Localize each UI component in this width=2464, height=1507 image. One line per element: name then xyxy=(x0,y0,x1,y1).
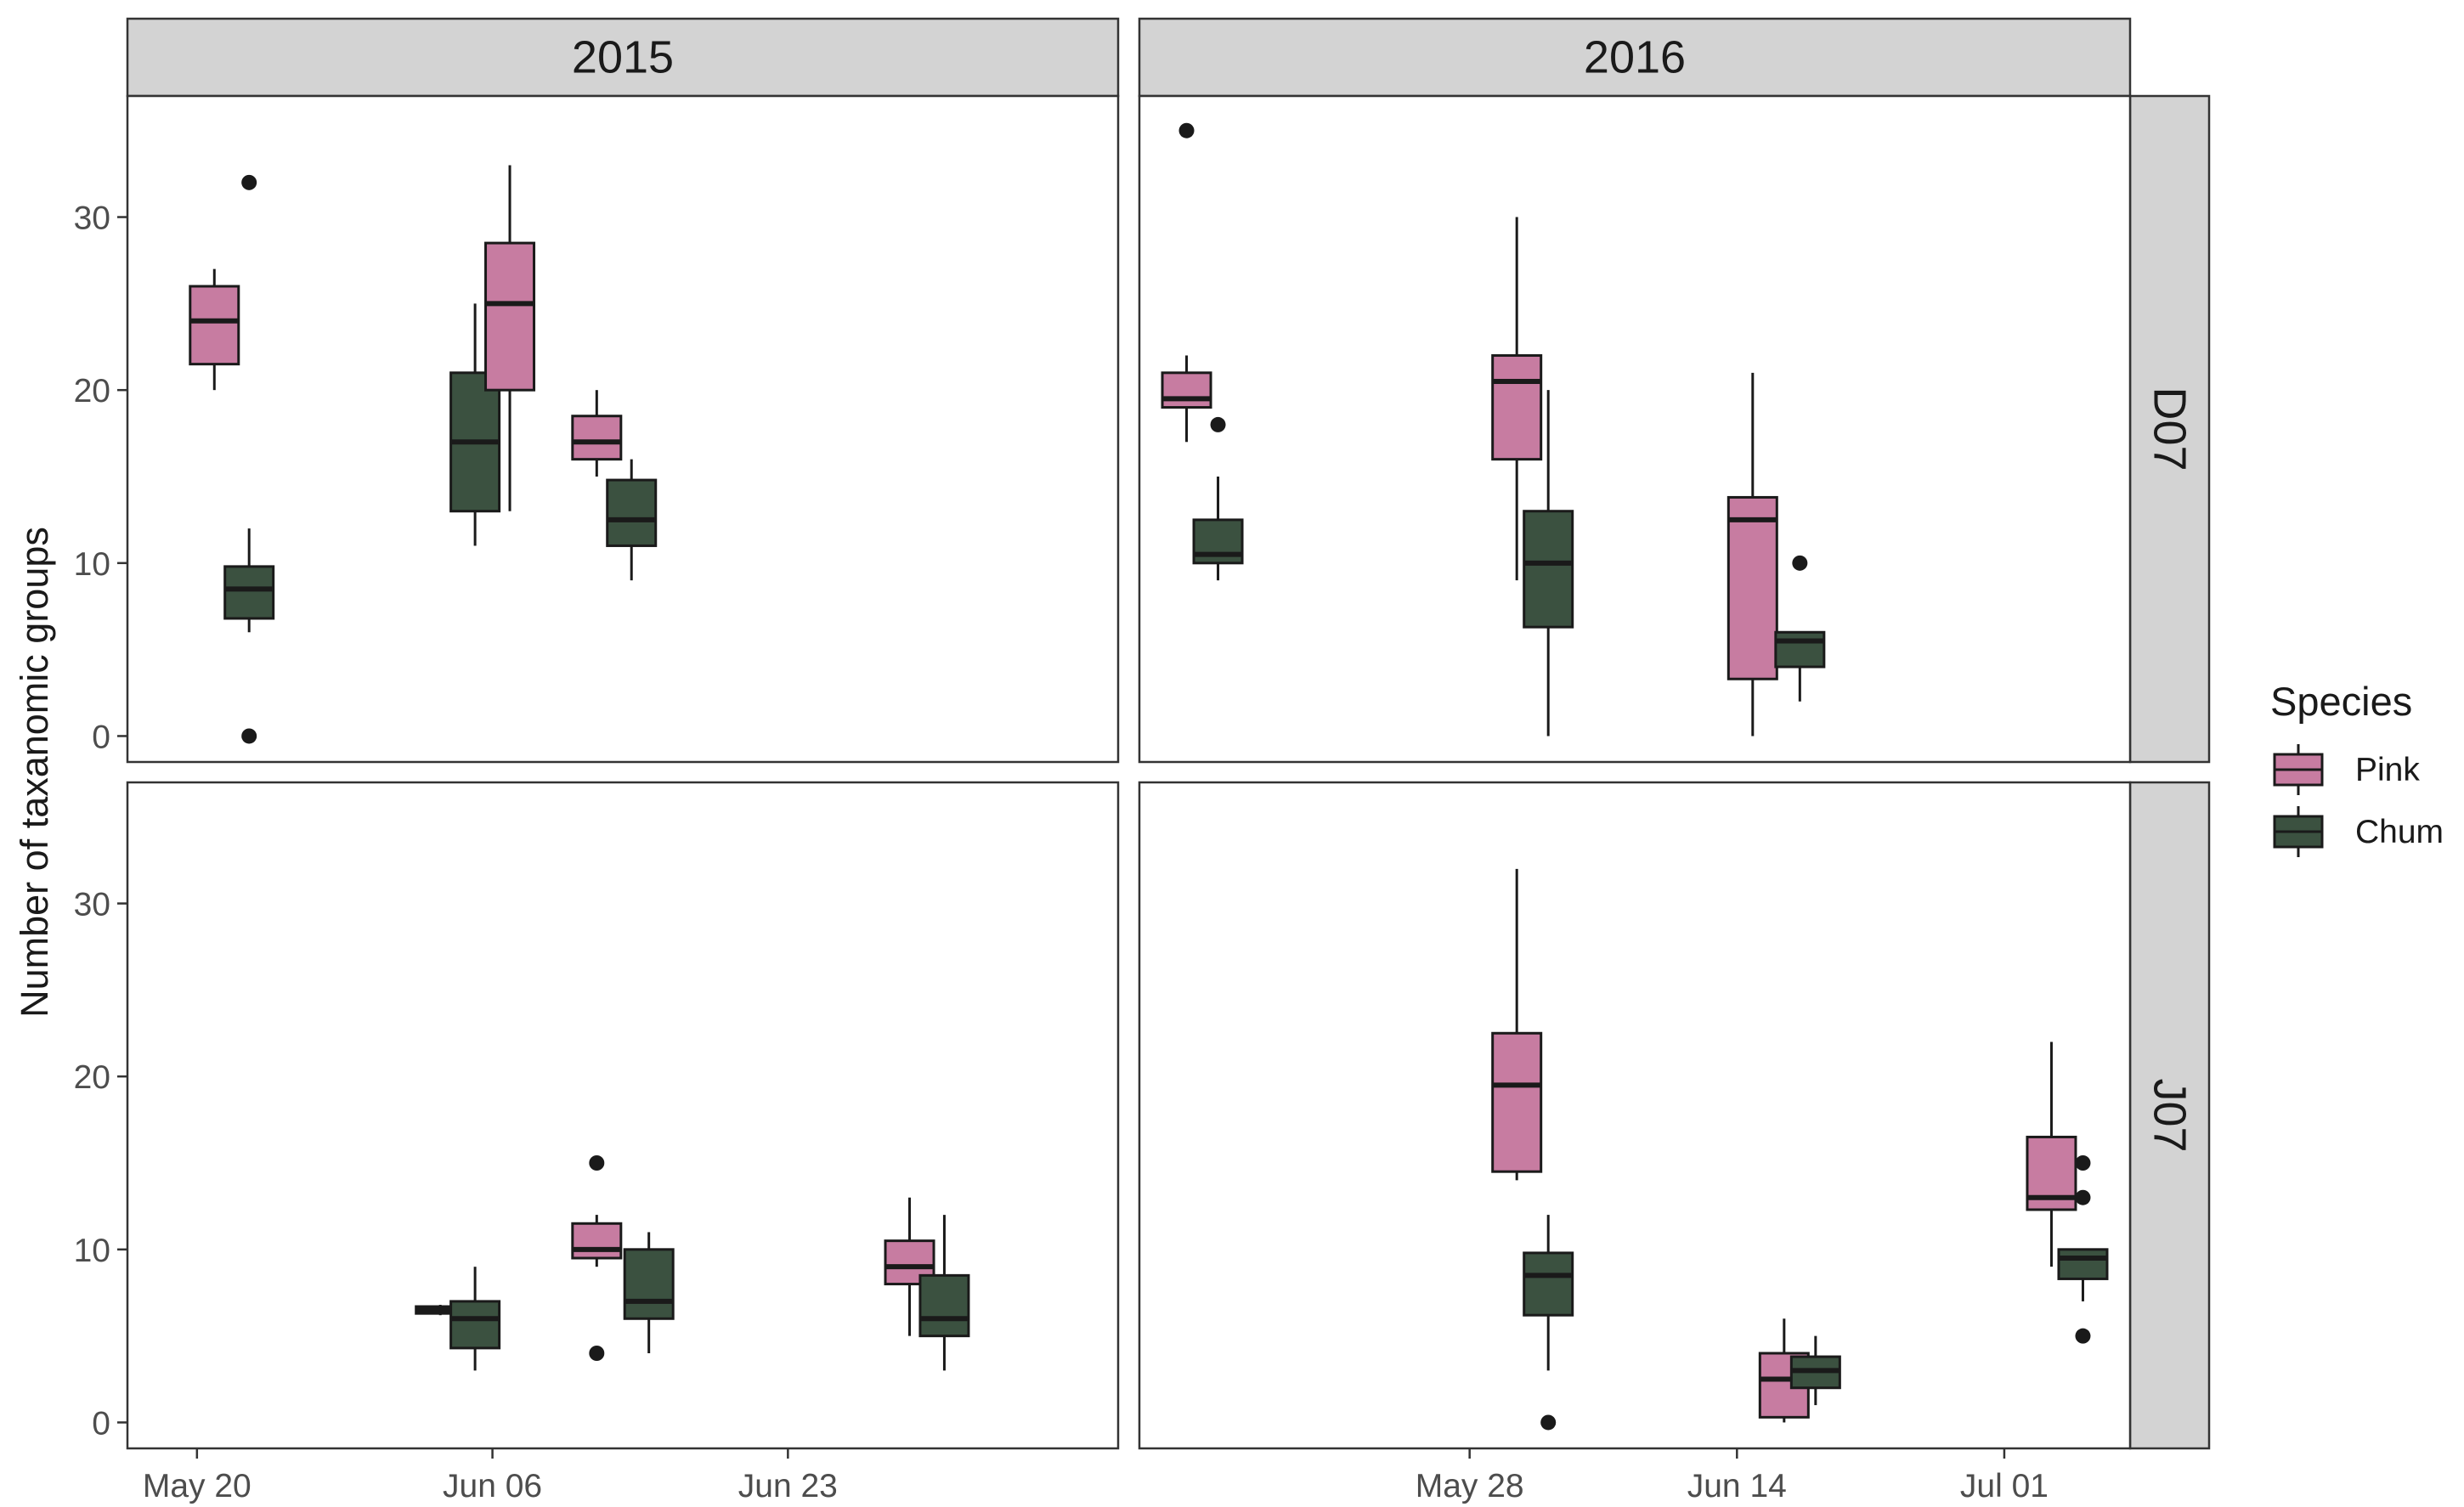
y-tick-label-D07-30: 30 xyxy=(74,200,110,237)
panel-2016-J07-border xyxy=(1138,781,2132,1450)
facet-strip-label-D07: D07 xyxy=(2145,387,2196,471)
panel-2016-J07-box-chum-2016-06-02-iqr-box xyxy=(1523,1251,1574,1317)
facet-strip-2016 xyxy=(1138,17,2132,98)
x-tick-label-2016-05-28: May 28 xyxy=(1416,1468,1524,1504)
panel-2016-D07-box-chum-2016-06-18-outlier-0 xyxy=(1792,555,1808,571)
panel-2015-J07-box-pink-2015-06-12-iqr-box xyxy=(571,1222,623,1260)
y-tick-label-D07-10: 10 xyxy=(74,546,110,583)
panel-2015-J07-box-chum-2015-07-02-iqr-box xyxy=(918,1273,970,1338)
panel-2015-J07-box-chum-2015-06-05-iqr-box xyxy=(449,1300,501,1350)
x-tick-label-2016-06-14: Jun 14 xyxy=(1687,1468,1787,1504)
panel-2015-J07-box-pink-2015-06-12-outlier-0 xyxy=(589,1155,605,1171)
panel-2015-D07-box-chum-2015-06-14-iqr-box xyxy=(606,478,658,547)
panel-2016-D07-box-pink-2016-06-15-iqr-box xyxy=(1726,495,1778,680)
panel-2015-D07-box-pink-2015-05-21-iqr-box xyxy=(189,285,240,366)
panel-2016-D07-box-chum-2016-06-02-iqr-box xyxy=(1523,510,1574,629)
y-tick-label-D07-20: 20 xyxy=(74,373,110,409)
panel-2016-J07-box-chum-2016-07-06-outlier-1 xyxy=(2075,1189,2091,1205)
panel-2016-D07-box-chum-2016-06-18-iqr-box xyxy=(1774,630,1826,669)
panel-2016-D07-box-pink-2016-05-10-iqr-box xyxy=(1161,371,1212,409)
x-tick-label-2015-05-20: May 20 xyxy=(143,1468,251,1504)
panel-2015-D07-box-chum-2015-05-23-outlier-0 xyxy=(241,174,257,190)
panel-2016-J07-background xyxy=(1139,782,2130,1448)
panel-2015-J07-box-pink-2015-06-12-outlier-1 xyxy=(589,1346,605,1361)
y-tick-label-J07-0: 0 xyxy=(92,1405,110,1442)
panel-2016-J07-box-chum-2016-06-02-outlier-0 xyxy=(1540,1414,1557,1431)
y-tick-label-J07-30: 30 xyxy=(74,887,110,923)
panel-2016-D07-background xyxy=(1139,96,2130,762)
panel-2016-J07-box-pink-2016-05-31-iqr-box xyxy=(1491,1031,1543,1173)
panel-2016-J07-box-chum-2016-07-06-outlier-0 xyxy=(2075,1155,2091,1171)
x-tick-label-2015-06-23: Jun 23 xyxy=(738,1468,838,1504)
y-axis-title: Number of taxanomic groups xyxy=(13,527,56,1018)
legend-label-chum: Chum xyxy=(2355,814,2444,850)
y-tick-label-D07-0: 0 xyxy=(92,719,110,755)
panel-2015-J07-box-chum-2015-06-15-iqr-box xyxy=(623,1248,675,1320)
facet-strip-2015 xyxy=(126,17,1120,98)
panel-2016-D07-border xyxy=(1138,94,2132,764)
legend-title: Species xyxy=(2270,679,2412,724)
panel-2015-D07-background xyxy=(127,96,1118,762)
panel-2016-D07-box-chum-2016-05-12-outlier-0 xyxy=(1210,416,1226,432)
facet-strip-label-2016: 2016 xyxy=(1584,32,1686,83)
panel-2015-J07-background xyxy=(127,782,1118,1448)
facet-strip-J07 xyxy=(2128,781,2211,1450)
x-tick-label-2016-07-01: Jul 01 xyxy=(1960,1468,2049,1504)
panel-2015-J07-border xyxy=(126,781,1120,1450)
y-tick-label-J07-20: 20 xyxy=(74,1059,110,1096)
facet-strip-D07 xyxy=(2128,94,2211,764)
panel-2015-D07-box-pink-2015-06-07-iqr-box xyxy=(484,241,536,392)
panel-2015-D07-box-chum-2015-05-23-outlier-1 xyxy=(241,728,257,744)
panel-2016-J07-box-chum-2016-07-06-iqr-box xyxy=(2057,1248,2109,1280)
panel-2015-D07-border xyxy=(126,94,1120,764)
panel-2015-D07-box-chum-2015-05-23-iqr-box xyxy=(223,565,275,620)
legend-label-pink: Pink xyxy=(2355,752,2420,788)
facet-strip-label-J07: J07 xyxy=(2145,1078,2196,1152)
panel-2016-D07-box-pink-2016-05-31-iqr-box xyxy=(1491,353,1543,461)
x-tick-label-2015-06-06: Jun 06 xyxy=(443,1468,542,1504)
facet-strip-label-2015: 2015 xyxy=(572,32,674,83)
panel-2016-J07-box-chum-2016-07-06-outlier-2 xyxy=(2075,1328,2091,1344)
panel-2016-D07-box-pink-2016-05-10-outlier-0 xyxy=(1178,122,1195,138)
panel-2015-D07-box-pink-2015-06-12-iqr-box xyxy=(571,415,623,461)
y-tick-label-J07-10: 10 xyxy=(74,1233,110,1269)
